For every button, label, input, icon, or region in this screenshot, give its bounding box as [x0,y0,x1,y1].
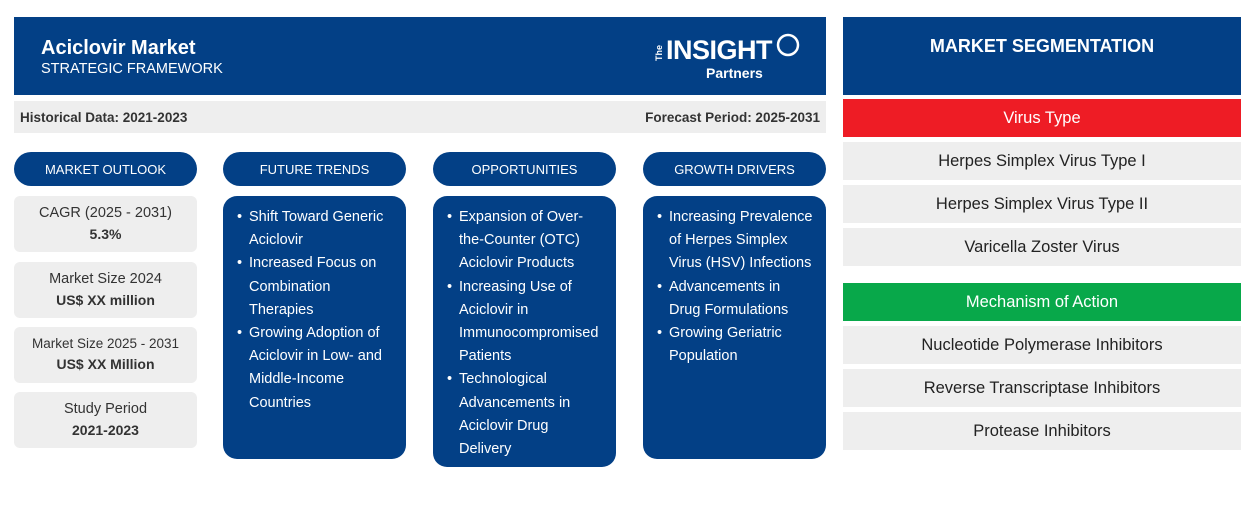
cagr-label: CAGR (2025 - 2031) [39,205,172,221]
logo-ring-icon [776,33,800,57]
market-size-forecast-label: Market Size 2025 - 2031 [31,336,180,351]
period-bar: Historical Data: 2021-2023 Forecast Peri… [14,101,826,133]
insight-partners-logo: The INSIGHT Partners [654,31,804,87]
page-subtitle: STRATEGIC FRAMEWORK [41,61,223,77]
segment-category-virus-type: Virus Type [843,99,1241,137]
market-size-2024-box: Market Size 2024 US$ XX million [14,262,197,318]
market-size-2024-label: Market Size 2024 [49,271,162,287]
page-title: Aciclovir Market [41,37,196,59]
logo-insight-text: INSIGHT [666,35,773,65]
future-trends-header: FUTURE TRENDS [223,152,406,186]
segment-item: Herpes Simplex Virus Type I [843,142,1241,180]
future-trends-box: Shift Toward Generic Aciclovir Increased… [223,196,406,459]
list-item: Growing Geriatric Population [657,322,814,368]
segment-item: Varicella Zoster Virus [843,228,1241,266]
historical-period: Historical Data: 2021-2023 [20,110,188,125]
list-item: Technological Advancements in Aciclovir … [447,368,604,461]
logo-the-text: The [654,44,664,61]
forecast-period: Forecast Period: 2025-2031 [645,110,820,125]
cagr-box: CAGR (2025 - 2031) 5.3% [14,196,197,252]
study-period-box: Study Period 2021-2023 [14,392,197,448]
opportunities-header: OPPORTUNITIES [433,152,616,186]
list-item: Advancements in Drug Formulations [657,276,814,322]
market-size-forecast-value: US$ XX Million [56,356,155,372]
list-item: Expansion of Over-the-Counter (OTC) Acic… [447,206,604,276]
study-period-label: Study Period [63,401,148,417]
opportunities-box: Expansion of Over-the-Counter (OTC) Acic… [433,196,616,467]
segment-item: Herpes Simplex Virus Type II [843,185,1241,223]
segment-item: Nucleotide Polymerase Inhibitors [843,326,1241,364]
growth-drivers-header: GROWTH DRIVERS [643,152,826,186]
market-segmentation-title: MARKET SEGMENTATION [843,17,1241,95]
framework-header: Aciclovir Market STRATEGIC FRAMEWORK The… [14,17,826,95]
list-item: Increasing Prevalence of Herpes Simplex … [657,206,814,276]
list-item: Increasing Use of Aciclovir in Immunocom… [447,276,604,369]
study-period-value: 2021-2023 [72,422,139,438]
list-item: Growing Adoption of Aciclovir in Low- an… [237,322,394,415]
market-size-forecast-box: Market Size 2025 - 2031 US$ XX Million [14,327,197,383]
list-item: Increased Focus on Combination Therapies [237,252,394,322]
list-item: Shift Toward Generic Aciclovir [237,206,394,252]
market-outlook-header: MARKET OUTLOOK [14,152,197,186]
segment-item: Protease Inhibitors [843,412,1241,450]
logo-partners-text: Partners [706,65,763,81]
market-size-2024-value: US$ XX million [56,292,155,308]
segment-item: Reverse Transcriptase Inhibitors [843,369,1241,407]
growth-drivers-box: Increasing Prevalence of Herpes Simplex … [643,196,826,459]
segment-category-mechanism-of-action: Mechanism of Action [843,283,1241,321]
cagr-value: 5.3% [89,226,122,242]
